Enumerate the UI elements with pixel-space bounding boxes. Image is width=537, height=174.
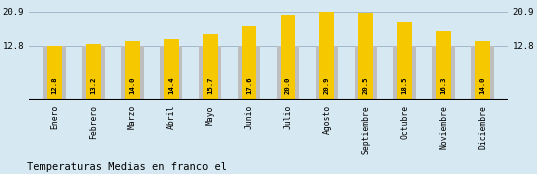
Bar [86, 44, 101, 100]
Text: 15.7: 15.7 [207, 76, 213, 94]
Text: 20.5: 20.5 [363, 76, 369, 94]
Bar [471, 46, 494, 100]
Bar [82, 46, 105, 100]
Text: Temperaturas Medias en franco el: Temperaturas Medias en franco el [27, 162, 227, 172]
Bar [238, 46, 260, 100]
Bar [47, 46, 62, 100]
Text: 16.3: 16.3 [441, 76, 447, 94]
Text: 12.8: 12.8 [52, 76, 57, 94]
Bar [280, 15, 295, 100]
Text: 17.6: 17.6 [246, 76, 252, 94]
Bar [277, 46, 299, 100]
Bar [125, 41, 140, 100]
Bar [242, 26, 257, 100]
Text: 20.0: 20.0 [285, 76, 291, 94]
Bar [397, 22, 412, 100]
Bar [320, 12, 334, 100]
Bar [394, 46, 416, 100]
Text: 20.9: 20.9 [324, 76, 330, 94]
Text: 14.0: 14.0 [129, 76, 135, 94]
Bar [43, 46, 66, 100]
Text: 14.4: 14.4 [168, 76, 174, 94]
Bar [316, 46, 338, 100]
Bar [436, 31, 451, 100]
Bar [164, 39, 179, 100]
Bar [475, 41, 490, 100]
Bar [199, 46, 221, 100]
Bar [203, 34, 217, 100]
Bar [354, 46, 377, 100]
Bar [358, 13, 373, 100]
Bar [432, 46, 455, 100]
Bar [160, 46, 183, 100]
Text: 14.0: 14.0 [480, 76, 485, 94]
Text: 13.2: 13.2 [90, 76, 96, 94]
Text: 18.5: 18.5 [402, 76, 408, 94]
Bar [121, 46, 143, 100]
